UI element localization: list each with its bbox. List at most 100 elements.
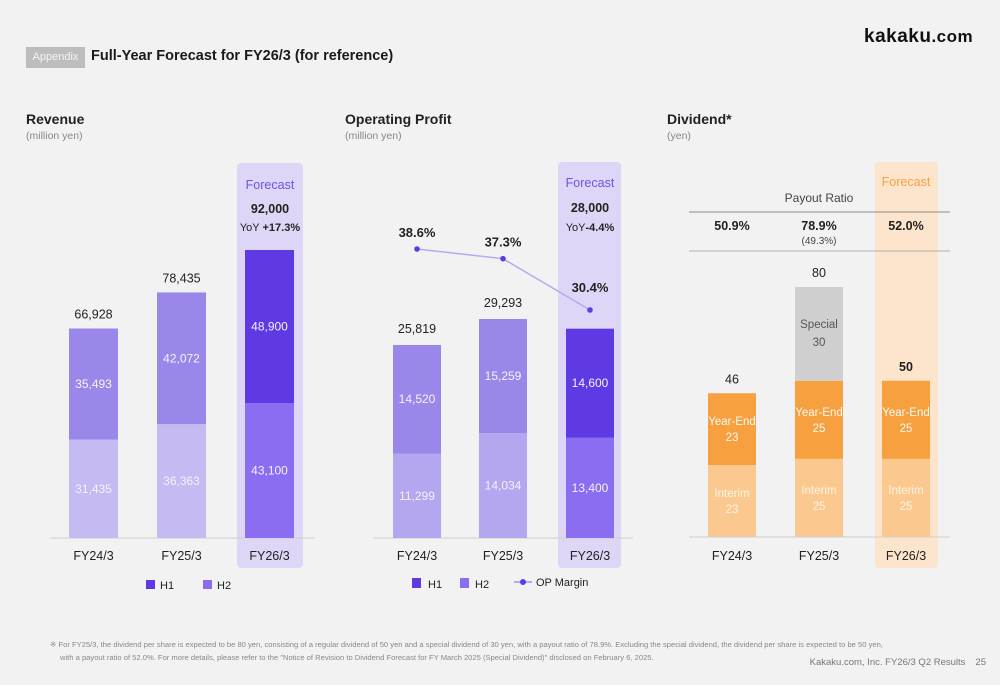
dividend-special-name: Special [800, 319, 838, 331]
revenue-h1-label: 43,100 [251, 464, 288, 478]
revenue-h2-label: 48,900 [251, 320, 288, 334]
payout-ratio-header: Payout Ratio [785, 191, 854, 205]
yoy-value: -4.4% [586, 222, 615, 234]
op-h1-label: 14,034 [485, 479, 522, 493]
revenue-total-label: 66,928 [74, 307, 112, 321]
op-forecast-yoy: YoY-4.4% [566, 222, 615, 234]
payout-ratio-value: 78.9% [801, 219, 836, 233]
legend-margin-marker [520, 579, 526, 585]
revenue-category-label: FY24/3 [73, 549, 113, 563]
dividend-interim-value: 25 [813, 501, 826, 513]
op-margin-point [587, 307, 593, 313]
op-margin-label: 30.4% [572, 280, 609, 295]
payout-ratio-value: 50.9% [714, 219, 749, 233]
appendix-badge: Appendix [26, 47, 85, 68]
op-margin-label: 38.6% [399, 225, 436, 240]
dividend-forecast-label: Forecast [882, 175, 931, 189]
op-h1-label: 11,299 [399, 489, 435, 503]
dividend-bar-special [795, 287, 843, 381]
op-category-label: FY24/3 [397, 549, 437, 563]
logo-main: kakaku [864, 26, 932, 47]
legend-h1-label: H1 [428, 579, 442, 591]
op-h1-label: 13,400 [572, 481, 609, 495]
dividend-total-label: 80 [812, 266, 826, 280]
op-bar-h1 [393, 453, 441, 538]
op-h2-label: 14,520 [399, 392, 436, 406]
op-h2-label: 15,259 [485, 369, 522, 383]
op-total-label: 29,293 [484, 296, 522, 310]
dividend-bar-year-end [795, 380, 843, 459]
dividend-year-end-name: Year-End [882, 407, 930, 419]
footnote-line-1: ※ For FY25/3, the dividend per share is … [50, 640, 883, 649]
op-bar-h1 [566, 437, 614, 538]
footnote-line-2: with a payout ratio of 52.0%. For more d… [60, 653, 654, 662]
dividend-year-end-value: 23 [726, 432, 739, 444]
op-forecast-label: Forecast [566, 176, 615, 190]
revenue-forecast-total: 92,000 [251, 202, 289, 216]
logo-suffix: .com [931, 27, 974, 46]
revenue-forecast-yoy: YoY +17.3% [240, 222, 300, 234]
dividend-year-end-value: 25 [900, 423, 913, 435]
revenue-category-label: FY25/3 [161, 549, 201, 563]
dividend-bar-interim [795, 458, 843, 537]
dividend-category-label: FY24/3 [712, 549, 752, 563]
op-category-label: FY25/3 [483, 549, 523, 563]
op-margin-point [414, 246, 420, 252]
legend-h1-label: H1 [160, 580, 174, 592]
dividend-year-end-value: 25 [813, 423, 826, 435]
revenue-bar-h2 [245, 250, 294, 404]
revenue-total-label: 78,435 [162, 271, 200, 285]
footer-text: Kakaku.com, Inc. FY26/3 Q2 Results [809, 657, 966, 668]
payout-ratio-sub: (49.3%) [801, 236, 836, 247]
op-bar-h2 [393, 344, 441, 454]
revenue-title: Revenue [26, 111, 85, 127]
revenue-h2-label: 35,493 [75, 377, 112, 391]
dividend-bar-interim [708, 465, 756, 537]
revenue-unit: (million yen) [26, 130, 83, 142]
dividend-year-end-name: Year-End [795, 407, 843, 419]
legend-margin-label: OP Margin [536, 577, 588, 589]
dividend-special-value: 30 [813, 337, 826, 349]
op-title: Operating Profit [345, 111, 452, 127]
dividend-interim-name: Interim [801, 485, 836, 497]
op-unit: (million yen) [345, 130, 402, 142]
revenue-bar-h2 [69, 328, 118, 440]
dividend-year-end-name: Year-End [708, 416, 756, 428]
legend-h2-swatch [203, 580, 212, 589]
revenue-h2-label: 42,072 [163, 351, 200, 365]
revenue-bar-h1 [69, 439, 118, 538]
kakaku-logo: kakaku.com [864, 26, 973, 48]
op-bar-h2 [479, 319, 527, 434]
dividend-category-label: FY26/3 [886, 549, 926, 563]
legend-h2-swatch [460, 578, 469, 588]
op-forecast-total: 28,000 [571, 201, 609, 215]
revenue-h1-label: 36,363 [163, 474, 200, 488]
page-number: 25 [975, 657, 986, 668]
dividend-bar-interim [882, 458, 930, 537]
op-margin-label: 37.3% [485, 235, 522, 250]
dividend-bar-year-end [708, 393, 756, 466]
op-bar-h2 [566, 328, 614, 438]
legend-h2-label: H2 [475, 579, 489, 591]
revenue-bar-h1 [245, 403, 294, 538]
op-bar-h1 [479, 433, 527, 538]
footer: Kakaku.com, Inc. FY26/3 Q2 Results 25 [810, 657, 986, 668]
legend-h2-label: H2 [217, 580, 231, 592]
op-category-label: FY26/3 [570, 549, 610, 563]
revenue-bar-h1 [157, 424, 206, 538]
dividend-interim-name: Interim [888, 485, 923, 497]
op-h2-label: 14,600 [572, 376, 609, 390]
op-margin-point [500, 255, 506, 262]
revenue-h1-label: 31,435 [75, 482, 112, 496]
yoy-prefix: YoY [240, 222, 263, 234]
op-total-label: 25,819 [398, 322, 436, 336]
dividend-total-label: 46 [725, 372, 739, 386]
revenue-category-label: FY26/3 [249, 549, 289, 563]
dividend-interim-value: 23 [726, 504, 739, 516]
page-title: Full-Year Forecast for FY26/3 (for refer… [91, 48, 394, 64]
yoy-prefix: YoY [566, 222, 586, 234]
dividend-interim-name: Interim [714, 488, 749, 500]
dividend-interim-value: 25 [900, 501, 913, 513]
dividend-total-label: 50 [899, 360, 913, 374]
